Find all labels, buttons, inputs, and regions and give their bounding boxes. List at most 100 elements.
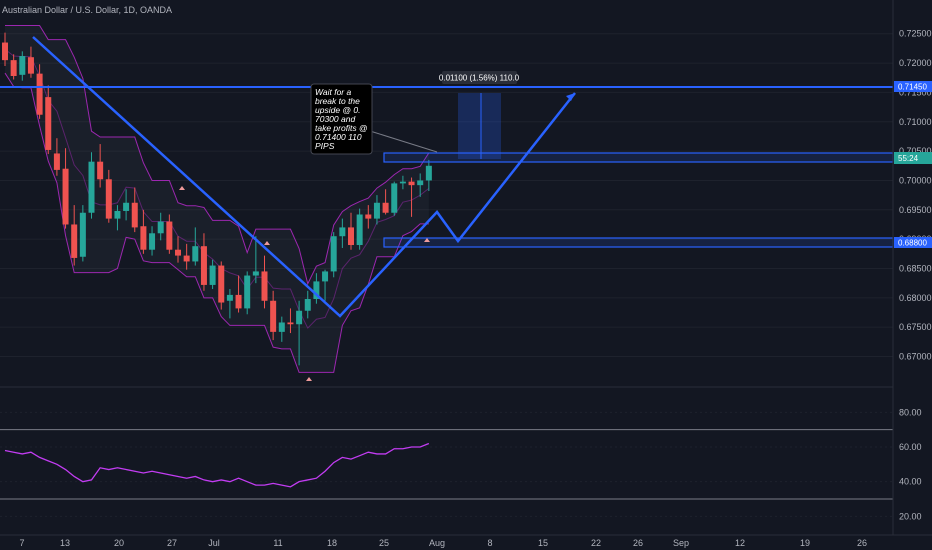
candle-body[interactable] bbox=[36, 73, 43, 115]
candle-body[interactable] bbox=[97, 161, 104, 180]
rsi-pane[interactable] bbox=[0, 411, 893, 517]
candle-body[interactable] bbox=[192, 246, 199, 262]
candle-body[interactable] bbox=[27, 57, 34, 74]
time-tick: 15 bbox=[538, 538, 548, 548]
candle-body[interactable] bbox=[209, 265, 216, 285]
candle-body[interactable] bbox=[88, 161, 95, 213]
candle-body[interactable] bbox=[296, 310, 303, 325]
resistance-price-tag bbox=[894, 81, 932, 92]
candle-body[interactable] bbox=[149, 233, 156, 250]
annotation-box[interactable] bbox=[310, 83, 373, 155]
measure-box[interactable] bbox=[458, 93, 501, 159]
rsi-tick: 60.00 bbox=[899, 442, 922, 452]
time-tick: 13 bbox=[60, 538, 70, 548]
time-tick: 12 bbox=[735, 538, 745, 548]
time-tick: 27 bbox=[167, 538, 177, 548]
candle-body[interactable] bbox=[114, 210, 121, 219]
price-tick: 0.72500 bbox=[899, 29, 932, 39]
candle-body[interactable] bbox=[391, 183, 398, 213]
time-tick: 26 bbox=[633, 538, 643, 548]
candle-body[interactable] bbox=[235, 294, 242, 309]
candle-body[interactable] bbox=[425, 165, 432, 181]
candle-body[interactable] bbox=[123, 202, 130, 211]
down-marker bbox=[264, 241, 270, 245]
rsi-line[interactable] bbox=[4, 442, 430, 488]
rsi-axis[interactable]: 80.00 60.00 40.00 20.00 bbox=[899, 407, 922, 521]
annotation-line: PIPS bbox=[315, 141, 335, 151]
resistance-price-label: 0.71450 bbox=[898, 83, 927, 92]
candle-body[interactable] bbox=[356, 214, 363, 246]
candle-body[interactable] bbox=[10, 60, 17, 76]
rsi-band bbox=[0, 430, 893, 499]
candle-body[interactable] bbox=[53, 153, 60, 170]
candle-body[interactable] bbox=[105, 179, 112, 219]
candle-body[interactable] bbox=[287, 322, 294, 325]
candle-body[interactable] bbox=[183, 255, 190, 262]
current-price-tag bbox=[894, 152, 932, 164]
price-tick: 0.70000 bbox=[899, 175, 932, 185]
trend-path[interactable] bbox=[32, 36, 576, 318]
candle-body[interactable] bbox=[79, 212, 86, 257]
candle-body[interactable] bbox=[45, 97, 52, 150]
candle-body[interactable] bbox=[175, 249, 181, 256]
channel-fill bbox=[5, 25, 429, 373]
annotation-line: take profits @ bbox=[315, 123, 368, 133]
candle-body[interactable] bbox=[373, 202, 380, 219]
time-tick: 7 bbox=[19, 538, 24, 548]
time-tick: Sep bbox=[673, 538, 689, 548]
candle-body[interactable] bbox=[339, 227, 346, 237]
time-tick: 18 bbox=[327, 538, 337, 548]
candlesticks[interactable] bbox=[2, 32, 432, 366]
candle-body[interactable] bbox=[322, 271, 329, 282]
candle-body[interactable] bbox=[2, 42, 8, 61]
annotation-text: Wait for a break to the upside @ 0. 7030… bbox=[315, 87, 370, 151]
arrow-head bbox=[566, 93, 575, 101]
drawings[interactable]: 0.01100 (1.56%) 110.0 Wait for a break t… bbox=[0, 36, 894, 381]
candle-body[interactable] bbox=[365, 214, 372, 219]
candle-body[interactable] bbox=[218, 265, 225, 303]
time-axis[interactable]: 7 13 20 27 Jul 11 18 25 Aug 8 15 22 26 Sep 12 19 26 bbox=[19, 538, 867, 548]
candle-body[interactable] bbox=[166, 221, 173, 250]
candle-body[interactable] bbox=[417, 180, 424, 186]
candle-body[interactable] bbox=[244, 275, 251, 309]
candle-body[interactable] bbox=[408, 181, 415, 186]
candle-body[interactable] bbox=[140, 226, 147, 250]
candle-body[interactable] bbox=[62, 168, 69, 225]
candle-body[interactable] bbox=[313, 281, 320, 300]
down-marker bbox=[179, 186, 185, 190]
price-tick: 0.67500 bbox=[899, 322, 932, 332]
up-marker bbox=[424, 238, 430, 242]
price-tick: 0.71000 bbox=[899, 117, 932, 127]
candle-body[interactable] bbox=[382, 202, 389, 213]
candle-body[interactable] bbox=[226, 294, 233, 301]
annotation-line: Wait for a bbox=[315, 87, 351, 97]
candle-body[interactable] bbox=[270, 300, 277, 332]
time-tick: 11 bbox=[273, 538, 282, 548]
price-tick: 0.69500 bbox=[899, 205, 932, 215]
candle-body[interactable] bbox=[252, 271, 259, 276]
time-tick: Jul bbox=[208, 538, 220, 548]
time-tick: 26 bbox=[857, 538, 867, 548]
annotation-pointer bbox=[369, 130, 438, 153]
candle-body[interactable] bbox=[19, 56, 26, 75]
candle-body[interactable] bbox=[200, 246, 207, 285]
candle-body[interactable] bbox=[399, 181, 406, 184]
candle-body[interactable] bbox=[278, 322, 285, 332]
measure-label-box bbox=[442, 71, 517, 84]
annotation-line: break to the bbox=[315, 96, 360, 106]
current-price-label: 55:24 bbox=[898, 154, 919, 163]
candle-body[interactable] bbox=[261, 271, 268, 301]
candle-body[interactable] bbox=[304, 299, 311, 311]
candle-body[interactable] bbox=[71, 224, 78, 258]
price-tick: 0.67000 bbox=[899, 352, 932, 362]
candle-body[interactable] bbox=[131, 202, 138, 228]
grid bbox=[0, 33, 893, 358]
candle-body[interactable] bbox=[157, 221, 164, 234]
candle-body[interactable] bbox=[330, 236, 337, 272]
annotation-line: upside @ 0. bbox=[315, 105, 361, 115]
candle-body[interactable] bbox=[348, 227, 354, 246]
channel-lower bbox=[4, 72, 429, 373]
